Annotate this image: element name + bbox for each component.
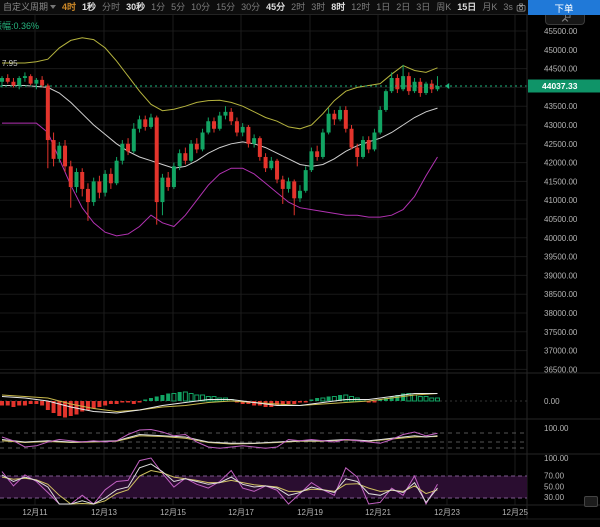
period-toolbar: 自定义周期 4时 1秒 分时 30秒 1分 5分 10分 15分 30分 45分 2时 3时 8时 12时 1… bbox=[0, 0, 600, 19]
svg-text:39000.00: 39000.00 bbox=[544, 271, 578, 280]
svg-text:12月13: 12月13 bbox=[91, 508, 117, 517]
period-1分[interactable]: 1分 bbox=[151, 2, 166, 12]
macd-pane bbox=[0, 391, 527, 418]
period-周K[interactable]: 周K bbox=[436, 2, 452, 12]
svg-text:100.00: 100.00 bbox=[544, 454, 569, 463]
svg-text:12月19: 12月19 bbox=[297, 508, 323, 517]
period-月K[interactable]: 月K bbox=[482, 2, 498, 12]
last-price-badge: 44037.33 bbox=[528, 79, 600, 93]
pane-corner-button[interactable] bbox=[584, 496, 598, 507]
chevron-up-icon bbox=[561, 17, 569, 22]
svg-text:12月17: 12月17 bbox=[228, 508, 254, 517]
period-8时[interactable]: 8时 bbox=[331, 2, 346, 12]
period-12时[interactable]: 12时 bbox=[351, 2, 371, 12]
svg-text:39500.00: 39500.00 bbox=[544, 253, 578, 262]
order-button[interactable]: 下单 bbox=[528, 0, 600, 15]
svg-text:100.00: 100.00 bbox=[544, 424, 569, 433]
svg-text:12月15: 12月15 bbox=[160, 508, 186, 517]
period-45分[interactable]: 45分 bbox=[266, 2, 286, 12]
svg-text:38500.00: 38500.00 bbox=[544, 290, 578, 299]
period-15日[interactable]: 15日 bbox=[457, 2, 477, 12]
period-3时[interactable]: 3时 bbox=[311, 2, 326, 12]
period-1秒[interactable]: 1秒 bbox=[82, 2, 97, 12]
amplitude-label: 振幅:0.36% bbox=[0, 21, 40, 31]
period-5分[interactable]: 5分 bbox=[171, 2, 186, 12]
chevron-down-icon bbox=[50, 5, 57, 9]
svg-text:40000.00: 40000.00 bbox=[544, 234, 578, 243]
svg-text:37000.00: 37000.00 bbox=[544, 347, 578, 356]
period-15分[interactable]: 15分 bbox=[216, 2, 236, 12]
period-30秒[interactable]: 30秒 bbox=[126, 2, 146, 12]
svg-text:70.00: 70.00 bbox=[544, 472, 565, 481]
time-axis[interactable]: 12月11 12月13 12月15 12月17 12月19 12月21 12月23 12月25 bbox=[22, 508, 528, 517]
period-3日[interactable]: 3日 bbox=[416, 2, 431, 12]
svg-text:12月21: 12月21 bbox=[365, 508, 391, 517]
last-price-line bbox=[0, 82, 527, 89]
period-10分[interactable]: 10分 bbox=[191, 2, 211, 12]
svg-text:45000.00: 45000.00 bbox=[544, 46, 578, 55]
svg-text:12月23: 12月23 bbox=[434, 508, 460, 517]
svg-text:30.00: 30.00 bbox=[544, 493, 565, 502]
period-2日[interactable]: 2日 bbox=[396, 2, 411, 12]
price-axis[interactable]: 45500.0045000.0044500.0044000.0043500.00… bbox=[544, 27, 578, 502]
period-2时[interactable]: 2时 bbox=[291, 2, 306, 12]
period-1日[interactable]: 1日 bbox=[376, 2, 391, 12]
camera-icon[interactable] bbox=[516, 2, 526, 13]
svg-text:44500.00: 44500.00 bbox=[544, 65, 578, 74]
svg-text:36500.00: 36500.00 bbox=[544, 365, 578, 374]
partial-price-label: 7.95 bbox=[2, 59, 18, 68]
svg-text:43500.00: 43500.00 bbox=[544, 102, 578, 111]
pane-separators bbox=[0, 15, 600, 520]
period-4时[interactable]: 4时 bbox=[62, 2, 77, 12]
svg-text:41500.00: 41500.00 bbox=[544, 177, 578, 186]
svg-text:7.95: 7.95 bbox=[2, 59, 18, 68]
period-分时[interactable]: 分时 bbox=[102, 2, 121, 12]
period-3s[interactable]: 3s bbox=[503, 2, 513, 12]
svg-text:43000.00: 43000.00 bbox=[544, 121, 578, 130]
svg-text:40500.00: 40500.00 bbox=[544, 215, 578, 224]
svg-text:12月11: 12月11 bbox=[22, 508, 48, 517]
kdj-pane bbox=[0, 457, 527, 506]
svg-text:45500.00: 45500.00 bbox=[544, 27, 578, 36]
svg-text:42000.00: 42000.00 bbox=[544, 159, 578, 168]
svg-text:12月25: 12月25 bbox=[502, 508, 528, 517]
period-自定义周期[interactable]: 自定义周期 bbox=[0, 0, 59, 14]
candlesticks bbox=[0, 64, 440, 225]
svg-text:41000.00: 41000.00 bbox=[544, 196, 578, 205]
rsi-pane bbox=[0, 428, 527, 449]
svg-text:44037.33: 44037.33 bbox=[542, 81, 578, 91]
svg-text:42500.00: 42500.00 bbox=[544, 140, 578, 149]
period-30分[interactable]: 30分 bbox=[241, 2, 261, 12]
svg-text:50.00: 50.00 bbox=[544, 483, 565, 492]
svg-text:38000.00: 38000.00 bbox=[544, 309, 578, 318]
svg-text:0.00: 0.00 bbox=[544, 397, 560, 406]
collapse-toolbar-button[interactable] bbox=[545, 15, 585, 25]
svg-text:37500.00: 37500.00 bbox=[544, 328, 578, 337]
